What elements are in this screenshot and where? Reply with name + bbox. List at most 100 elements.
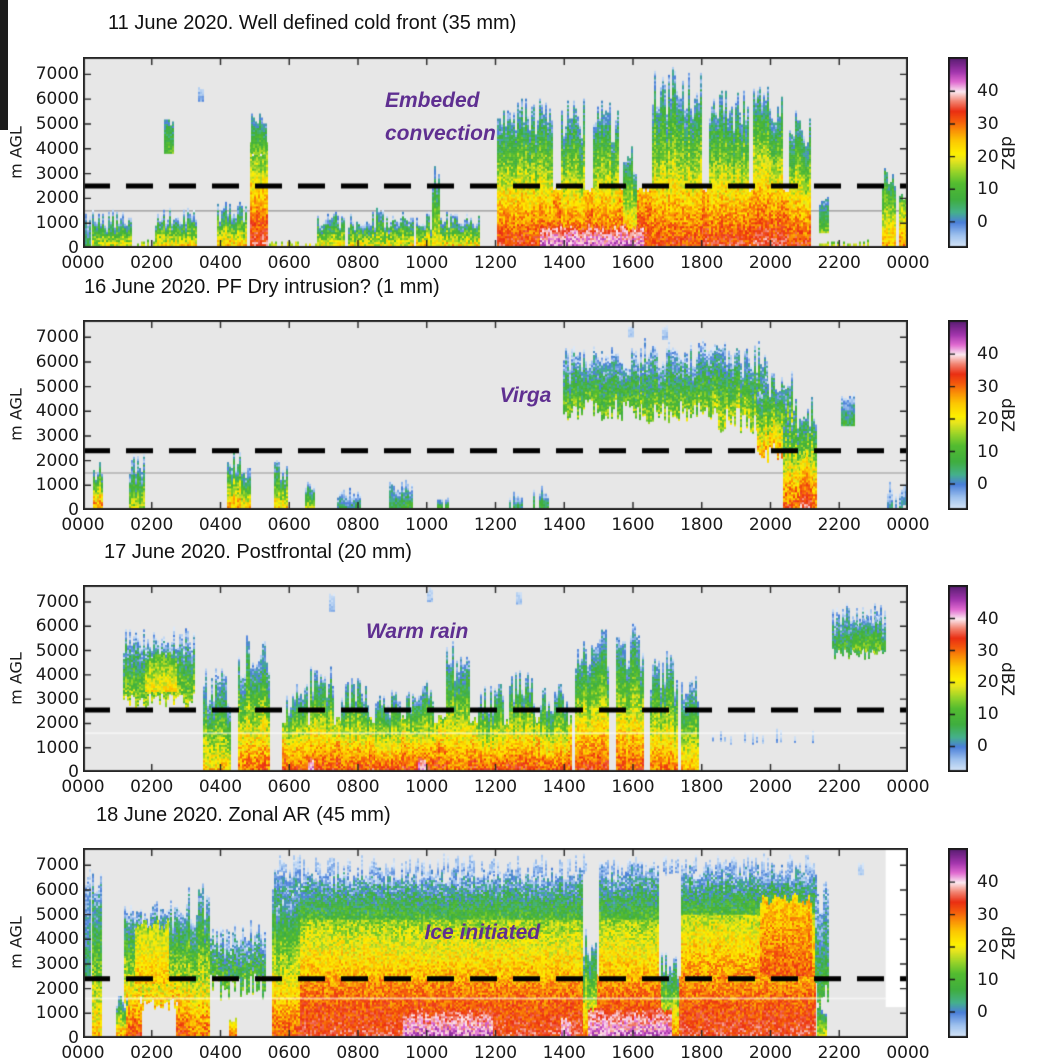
y-tick-label: 7000 [35,855,79,876]
x-tick-label: 1400 [542,515,586,535]
x-tick-label: 0000 [61,515,105,535]
panel-title: 11 June 2020. Well defined cold front (3… [108,12,517,34]
colorbar-tick-label: 20 [977,937,999,958]
colorbar-axis-label: dBZ [997,661,1018,696]
y-tick-label: 5000 [35,376,79,397]
x-tick-label: 0400 [198,777,243,797]
y-tick-label: 1000 [35,475,79,496]
colorbar-tick-label: 0 [977,1002,988,1023]
x-tick-label: 1600 [611,1043,655,1063]
colorbar-tick-label: 10 [977,179,999,200]
y-tick-label: 4000 [35,664,79,685]
x-tick-label: 2200 [817,777,861,797]
colorbar-tick-label: 30 [977,113,999,134]
y-tick-label: 0 [68,500,79,520]
colorbar-tick-label: 40 [977,344,999,365]
x-tick-label: 0200 [130,515,174,535]
x-tick-label: 0000 [886,515,930,535]
colorbar-canvas [948,320,968,510]
x-tick-label: 0200 [130,777,174,797]
colorbar-tick-label: 20 [977,146,999,167]
radar-plot-canvas [83,57,908,248]
x-tick-label: 1200 [473,253,518,273]
x-tick-label: 0200 [130,253,174,273]
y-tick-label: 2000 [35,450,79,471]
y-tick-label: 7000 [35,327,79,348]
colorbar-canvas [948,848,968,1038]
y-tick-label: 1000 [35,1003,79,1024]
x-tick-label: 1200 [473,515,518,535]
x-tick-label: 0800 [336,515,380,535]
x-tick-label: 1200 [473,777,518,797]
colorbar-tick-label: 0 [977,211,988,232]
x-tick-label: 0000 [61,777,105,797]
y-tick-label: 5000 [35,640,79,661]
y-tick-label: 0 [68,238,79,258]
colorbar-tick-label: 40 [977,81,999,102]
y-tick-label: 4000 [35,138,79,159]
x-tick-label: 0200 [130,1043,174,1063]
colorbar-axis-label: dBZ [997,135,1018,170]
y-tick-label: 5000 [35,904,79,925]
x-tick-label: 0400 [198,515,243,535]
x-tick-label: 0000 [886,253,930,273]
x-tick-label: 1800 [680,1043,724,1063]
x-tick-label: 2200 [817,1043,861,1063]
x-tick-label: 1000 [405,777,449,797]
x-tick-label: 1800 [680,777,724,797]
x-tick-label: 1400 [542,253,586,273]
x-tick-label: 0000 [886,1043,930,1063]
x-tick-label: 1000 [405,1043,449,1063]
y-tick-label: 1000 [35,737,79,758]
colorbar-tick-label: 30 [977,376,999,397]
annotation-text: Warm rain [365,619,469,643]
y-tick-label: 4000 [35,401,79,422]
y-tick-label: 3000 [35,689,79,710]
x-tick-label: 0800 [336,253,380,273]
x-tick-label: 1600 [611,253,655,273]
colorbar-tick-label: 10 [977,704,999,725]
y-tick-label: 1000 [35,213,79,234]
x-tick-label: 2000 [748,1043,793,1063]
colorbar-tick-label: 0 [977,474,988,495]
y-tick-label: 2000 [35,188,79,209]
x-tick-label: 1600 [611,777,655,797]
x-tick-label: 1800 [680,253,724,273]
y-tick-label: 0 [68,762,79,782]
x-tick-label: 0000 [61,253,105,273]
panel-title: 16 June 2020. PF Dry intrusion? (1 mm) [84,276,440,298]
x-tick-label: 0000 [61,1043,105,1063]
x-tick-label: 2200 [817,515,861,535]
y-tick-label: 3000 [35,163,79,184]
y-tick-label: 2000 [35,978,79,999]
x-tick-label: 0000 [886,777,930,797]
x-tick-label: 2200 [817,253,861,273]
y-tick-label: 6000 [35,879,79,900]
colorbar-tick-label: 30 [977,640,999,661]
x-tick-label: 1000 [405,515,449,535]
panel-title: 18 June 2020. Zonal AR (45 mm) [96,804,391,826]
y-tick-label: 7000 [35,64,79,85]
annotation-text: Ice initiated [424,921,541,945]
y-tick-label: 4000 [35,929,79,950]
x-tick-label: 1400 [542,777,586,797]
colorbar-tick-label: 10 [977,441,999,462]
x-tick-label: 2000 [748,253,793,273]
colorbar-tick-label: 40 [977,608,999,629]
colorbar-tick-label: 20 [977,672,999,693]
colorbar-tick-label: 0 [977,736,988,757]
radar-plot-canvas [83,848,908,1038]
annotation-text: Virga [499,383,552,407]
annotation-text: Embeded convection [384,88,496,146]
y-tick-label: 6000 [35,351,79,372]
x-tick-label: 0400 [198,253,243,273]
x-tick-label: 1600 [611,515,655,535]
x-tick-label: 1200 [473,1043,518,1063]
colorbar-axis-label: dBZ [997,397,1018,433]
colorbar-tick-label: 10 [977,969,999,990]
x-tick-label: 0600 [267,515,311,535]
x-tick-label: 0400 [198,1043,243,1063]
colorbar-tick-label: 40 [977,872,999,893]
x-tick-label: 0800 [336,777,380,797]
